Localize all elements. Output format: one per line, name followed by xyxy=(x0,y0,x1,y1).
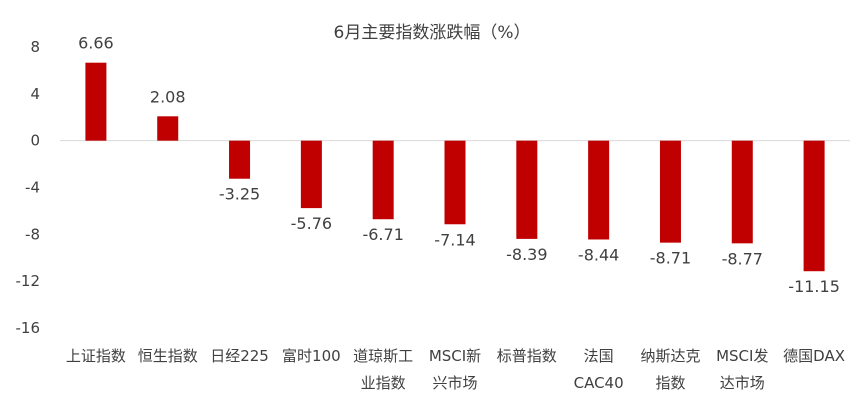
y-tick-label: 4 xyxy=(30,85,40,103)
bars xyxy=(85,62,825,272)
bar xyxy=(731,140,753,244)
bar xyxy=(157,116,179,141)
data-label: 2.08 xyxy=(150,87,186,106)
y-tick-label: -4 xyxy=(25,179,40,197)
bar xyxy=(229,140,251,179)
bar xyxy=(588,140,610,240)
value-labels: 6.66 2.08 -3.25 -5.76 -6.71 -7.14 -8.39 -8.44 -8… xyxy=(78,34,840,297)
x-tick-label: 德国DAX xyxy=(783,347,845,365)
chart-title: 6月主要指数涨跌幅（%） xyxy=(334,23,531,43)
data-label: -8.77 xyxy=(722,249,763,268)
x-tick-label: 标普指数 xyxy=(497,347,557,365)
x-tick-label: 道琼斯工 xyxy=(353,347,413,365)
x-tick-label: 日经225 xyxy=(210,347,269,365)
y-tick-label: -12 xyxy=(16,272,41,290)
y-tick-label: 8 xyxy=(30,38,40,56)
bar xyxy=(803,140,825,272)
x-tick-label: 富时100 xyxy=(282,347,341,365)
data-label: -6.71 xyxy=(362,225,403,244)
data-label: -7.14 xyxy=(434,230,475,249)
x-tick-label: MSCI发 xyxy=(716,347,768,365)
bar xyxy=(444,140,466,225)
x-tick-label: 兴市场 xyxy=(432,374,477,392)
y-tick-label: 0 xyxy=(30,132,40,150)
data-label: -8.39 xyxy=(506,245,547,264)
x-tick-label: 业指数 xyxy=(361,374,406,392)
x-tick-label: CAC40 xyxy=(574,374,624,392)
x-tick-label: 纳斯达克 xyxy=(640,347,700,365)
x-tick-label: MSCI新 xyxy=(429,347,481,365)
data-label: -8.44 xyxy=(578,245,619,264)
bar xyxy=(372,140,394,220)
x-tick-label: 恒生指数 xyxy=(138,347,198,365)
data-label: -11.15 xyxy=(788,277,840,296)
x-tick-label: 达市场 xyxy=(720,374,765,392)
y-tick-label: -16 xyxy=(16,319,41,337)
bar xyxy=(659,140,681,243)
y-tick-label: -8 xyxy=(25,225,40,243)
x-tick-label: 法国 xyxy=(584,347,614,365)
y-axis: 8 4 0 -4 -8 -12 -16 xyxy=(16,38,41,337)
bar xyxy=(85,62,107,141)
bar xyxy=(516,140,538,239)
data-label: -8.71 xyxy=(650,249,691,268)
data-label: -3.25 xyxy=(219,185,260,204)
data-label: 6.66 xyxy=(78,34,114,53)
x-tick-label: 上证指数 xyxy=(66,347,126,365)
data-label: -5.76 xyxy=(291,214,332,233)
x-tick-label: 指数 xyxy=(655,374,685,392)
bar xyxy=(300,140,322,209)
